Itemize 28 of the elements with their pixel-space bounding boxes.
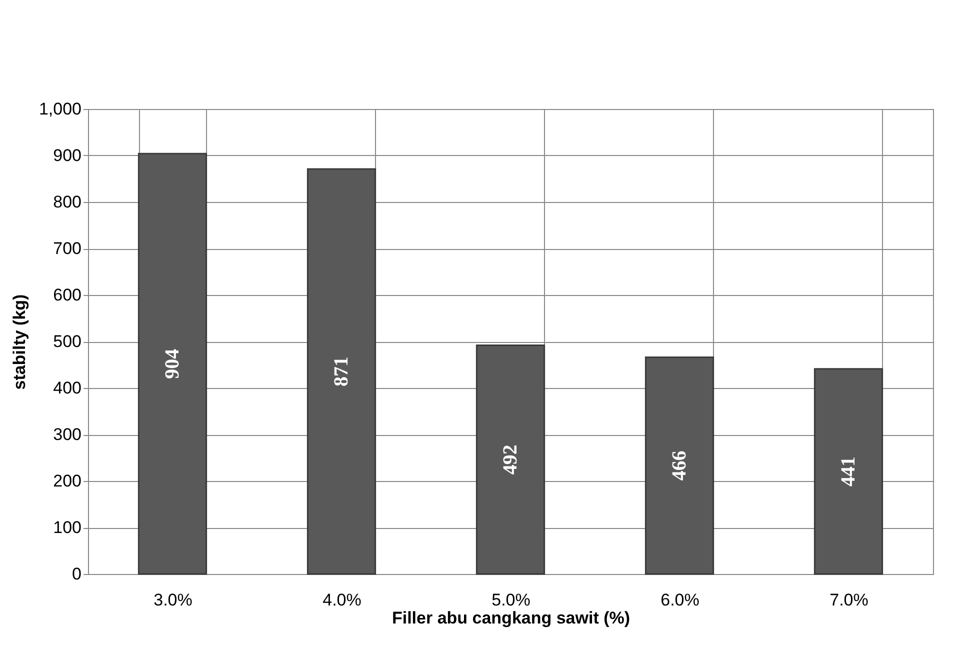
y-tick-label: 700 xyxy=(53,239,82,258)
y-tick-label: 0 xyxy=(72,564,82,584)
x-axis-title: Filler abu cangkang sawit (%) xyxy=(392,608,630,628)
y-tick-label: 200 xyxy=(53,472,82,490)
x-tick-label: 6.0% xyxy=(660,590,700,610)
x-tick-label: 4.0% xyxy=(322,590,362,610)
bar xyxy=(476,344,546,575)
bar xyxy=(814,368,884,575)
y-tick-label: 600 xyxy=(53,286,82,304)
y-tick-label: 400 xyxy=(53,378,82,398)
y-tick-label: 500 xyxy=(53,332,82,351)
data-label: 871 xyxy=(330,356,352,386)
y-tick-label: 100 xyxy=(53,518,82,537)
data-label: 441 xyxy=(838,456,860,486)
bar xyxy=(138,152,208,575)
y-tick-label: 800 xyxy=(53,192,82,212)
y-tick-label: 1,000 xyxy=(38,100,82,118)
data-label: 492 xyxy=(500,444,522,475)
data-label: 466 xyxy=(668,450,690,481)
data-label: 904 xyxy=(162,348,184,379)
bar xyxy=(644,356,714,575)
bar xyxy=(306,168,376,575)
y-axis-title: stabilty (kg) xyxy=(10,294,29,390)
y-tick-label: 300 xyxy=(53,425,82,444)
x-tick-label: 7.0% xyxy=(830,590,868,610)
y-tick-label: 900 xyxy=(53,146,82,165)
x-tick-label: 5.0% xyxy=(492,590,530,610)
x-tick-label: 3.0% xyxy=(154,590,192,610)
